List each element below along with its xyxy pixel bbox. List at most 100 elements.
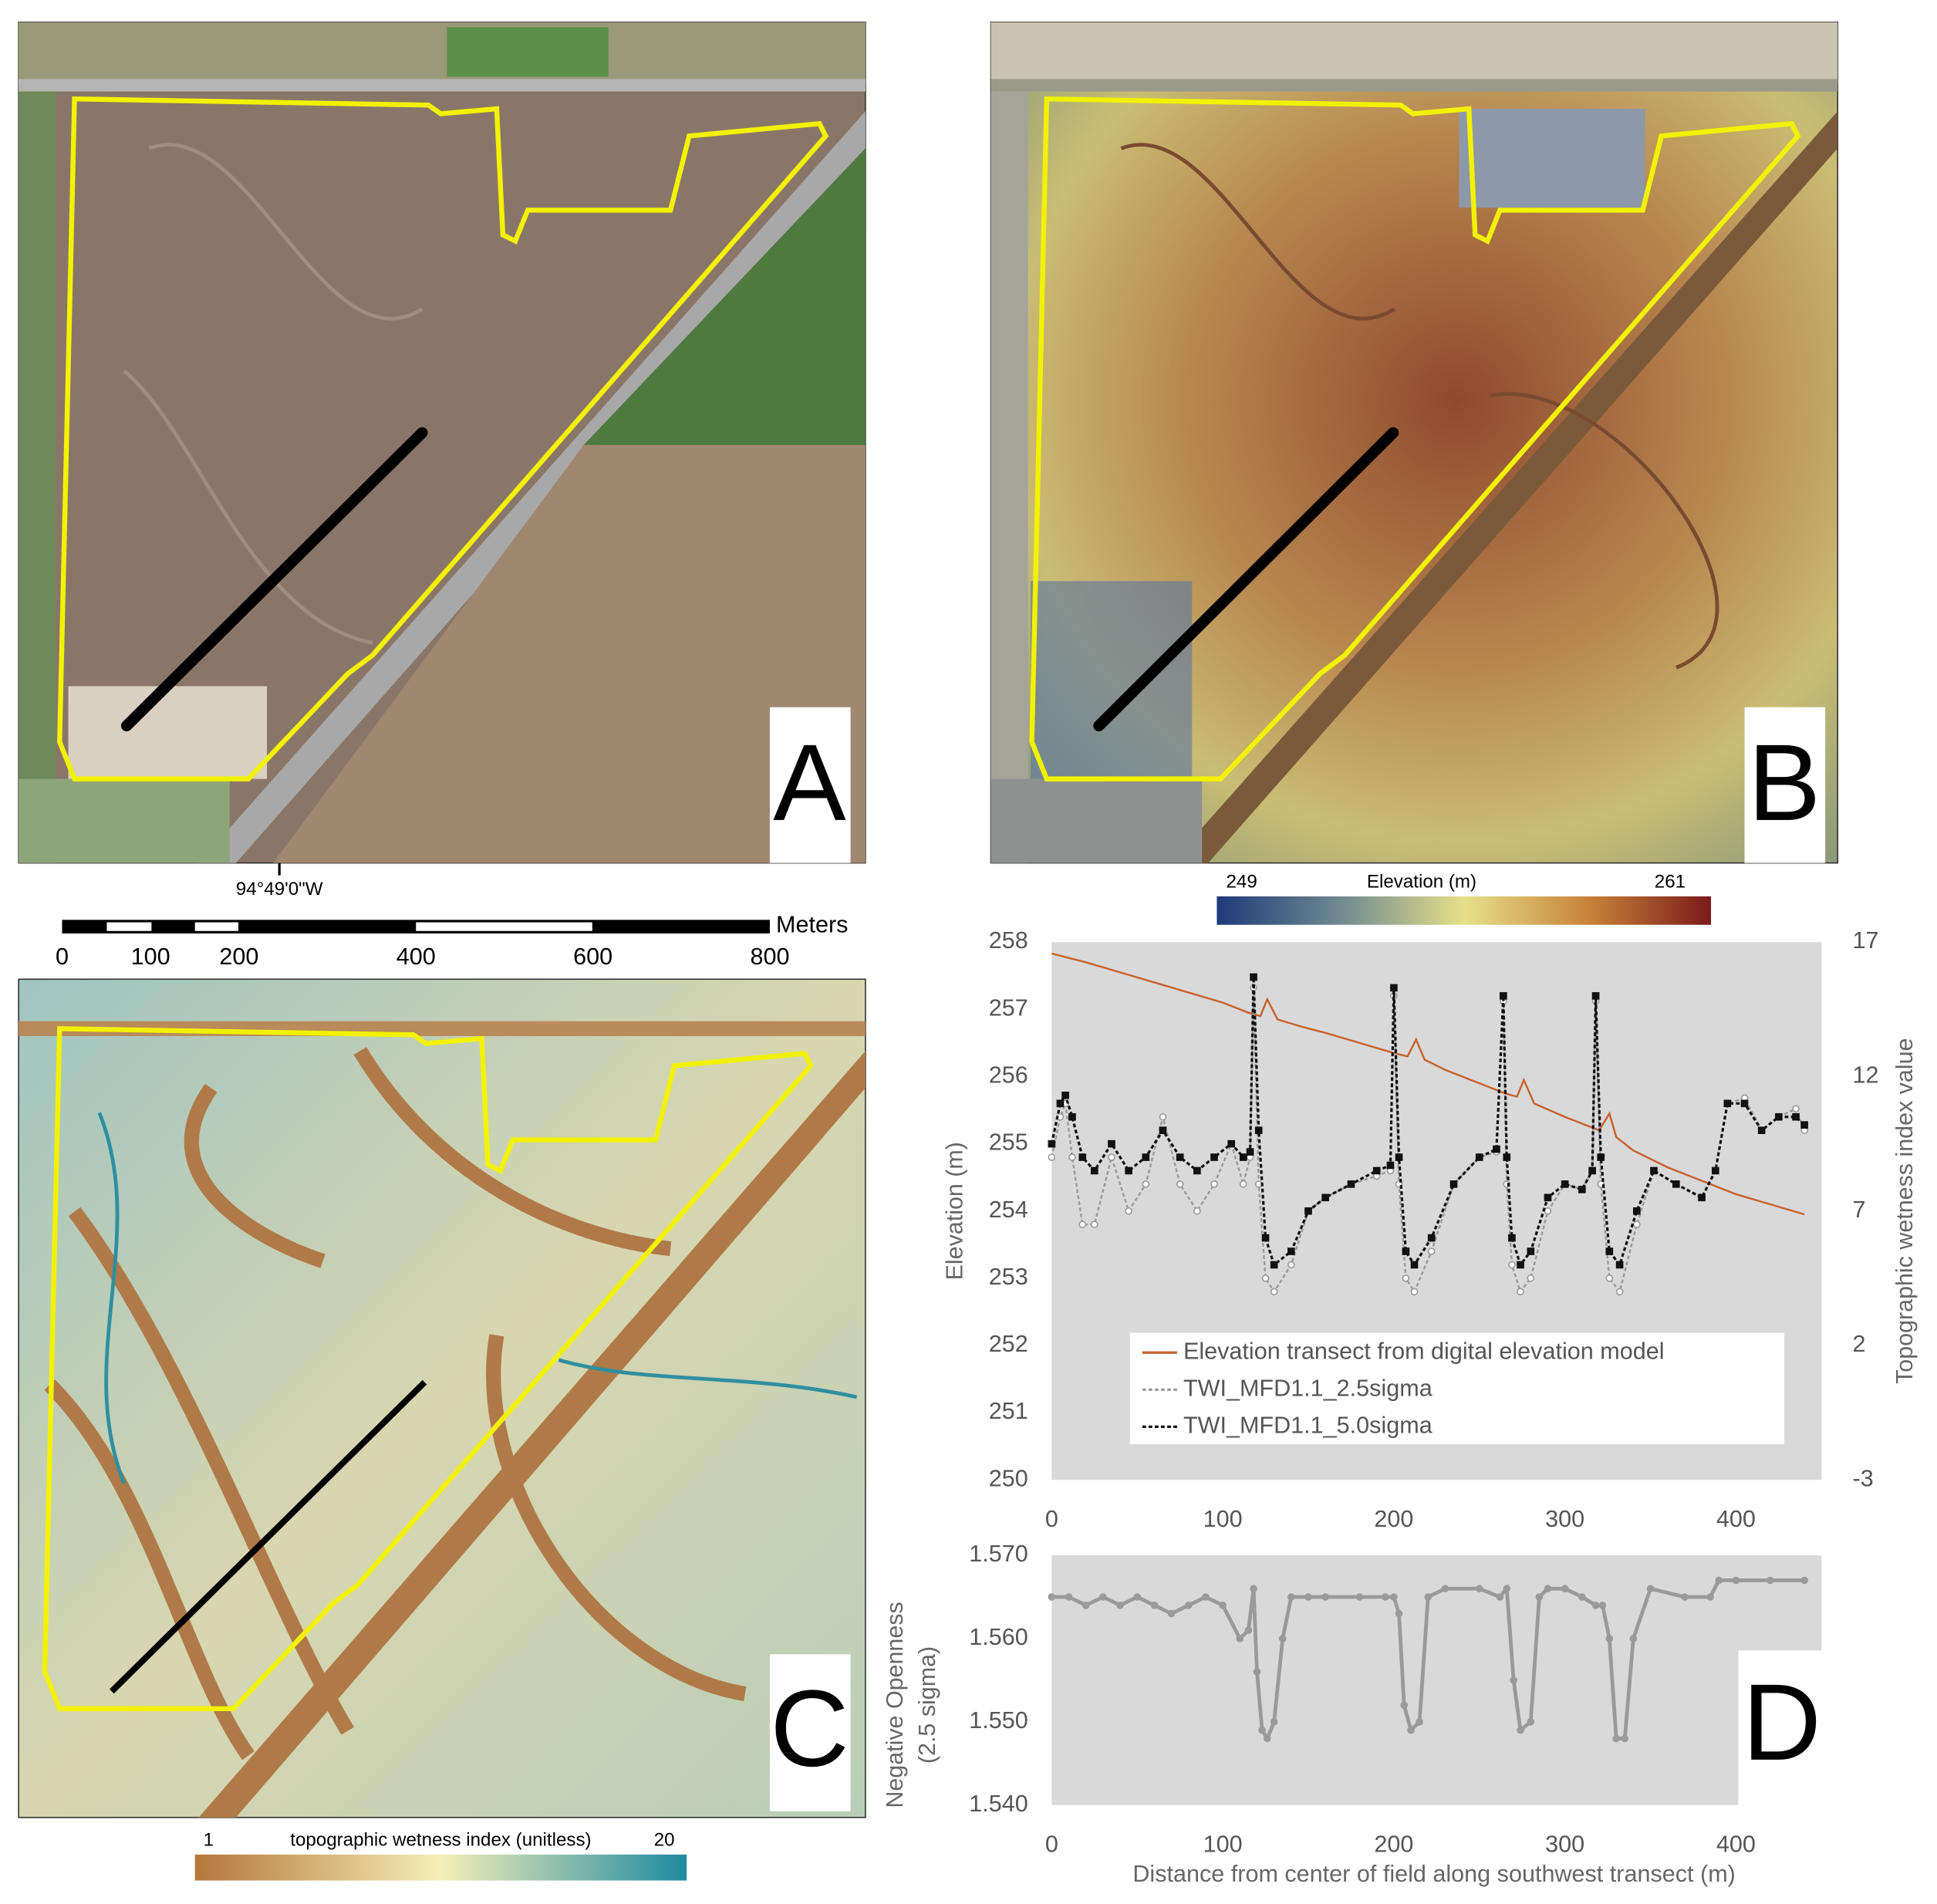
- y2-tick-label: -3: [1853, 1465, 1874, 1491]
- point-marker: [1621, 1734, 1629, 1743]
- colorbar: [1217, 896, 1712, 925]
- y-tick-label: 254: [989, 1197, 1028, 1223]
- point-marker: [1390, 1593, 1398, 1601]
- point-marker: [1090, 1220, 1098, 1228]
- point-marker: [1766, 1576, 1774, 1585]
- point-marker: [1517, 1261, 1524, 1269]
- point-marker: [1475, 1153, 1483, 1161]
- point-marker: [1427, 1234, 1436, 1242]
- point-marker: [1503, 1153, 1511, 1161]
- point-marker: [1757, 1126, 1766, 1134]
- point-marker: [1270, 1718, 1278, 1726]
- x-tick-label: 300: [1545, 1831, 1584, 1858]
- panel-label: C: [770, 1667, 849, 1789]
- x-tick-label: 0: [1045, 1831, 1058, 1858]
- point-marker: [1167, 1609, 1176, 1618]
- point-marker: [1410, 1261, 1419, 1269]
- x-tick-label: 200: [1374, 1506, 1413, 1532]
- point-marker: [1304, 1207, 1312, 1215]
- y-tick-label: 1.550: [969, 1707, 1028, 1734]
- point-marker: [1108, 1139, 1115, 1148]
- y2-tick-label: 7: [1853, 1197, 1866, 1223]
- point-marker: [1304, 1593, 1312, 1601]
- y-tick-label: 1.540: [969, 1791, 1028, 1817]
- point-marker: [1219, 1602, 1227, 1609]
- point-marker: [1475, 1585, 1483, 1593]
- point-marker: [1372, 1166, 1381, 1175]
- point-marker: [1650, 1166, 1658, 1175]
- point-marker: [1193, 1166, 1201, 1175]
- map-c: C: [18, 978, 866, 1818]
- point-marker: [1561, 1585, 1569, 1593]
- point-marker: [1591, 992, 1600, 1000]
- point-marker: [1202, 1593, 1210, 1601]
- point-marker: [1615, 1261, 1624, 1269]
- point-marker: [1244, 1626, 1253, 1634]
- point-marker: [1407, 1726, 1415, 1734]
- point-marker: [1078, 1153, 1087, 1161]
- point-marker: [1698, 1193, 1706, 1202]
- point-marker: [1672, 1180, 1680, 1188]
- y2-tick-label: 12: [1853, 1062, 1879, 1089]
- point-marker: [1068, 1153, 1076, 1161]
- point-marker: [1517, 1726, 1524, 1734]
- point-marker: [1395, 1153, 1403, 1161]
- point-marker: [1321, 1593, 1330, 1601]
- point-marker: [1048, 1139, 1056, 1148]
- y-axis-title: Elevation (m): [941, 1142, 967, 1280]
- point-marker: [1792, 1105, 1800, 1113]
- point-marker: [1612, 1734, 1621, 1743]
- point-marker: [1605, 1247, 1614, 1255]
- legend-label: Elevation transect from digital elevatio…: [1183, 1338, 1665, 1364]
- point-marker: [1410, 1288, 1419, 1296]
- point-marker: [1090, 1166, 1098, 1175]
- point-marker: [1068, 1112, 1076, 1121]
- point-marker: [1048, 1153, 1056, 1161]
- point-marker: [1615, 1288, 1624, 1296]
- scale-tick-label: 0: [56, 944, 69, 970]
- point-marker: [1427, 1247, 1436, 1255]
- y-tick-label: 255: [989, 1129, 1028, 1156]
- point-marker: [1254, 1180, 1263, 1188]
- point-marker: [1287, 1261, 1295, 1269]
- point-marker: [1239, 1153, 1247, 1161]
- y-tick-label: 1.560: [969, 1624, 1028, 1650]
- scale-tick-label: 400: [397, 944, 436, 970]
- y-tick-label: 251: [989, 1398, 1028, 1424]
- series-line: [1051, 952, 1805, 1216]
- y-tick-label: 252: [989, 1331, 1028, 1357]
- legend-label: TWI_MFD1.1_5.0sigma: [1183, 1413, 1433, 1439]
- y-tick-label: 258: [989, 927, 1028, 954]
- point-marker: [1210, 1153, 1218, 1161]
- point-marker: [1632, 1207, 1641, 1215]
- point-marker: [1395, 1609, 1403, 1618]
- point-marker: [1250, 1585, 1257, 1593]
- point-marker: [1078, 1220, 1087, 1228]
- point-marker: [1578, 1186, 1586, 1193]
- point-marker: [1711, 1166, 1719, 1175]
- point-marker: [1133, 1593, 1142, 1601]
- point-marker: [1210, 1180, 1218, 1188]
- legend-label: TWI_MFD1.1_2.5sigma: [1183, 1375, 1433, 1401]
- x-tick-label: 100: [1203, 1506, 1243, 1532]
- point-marker: [1184, 1602, 1193, 1609]
- point-marker: [1578, 1593, 1586, 1601]
- point-marker: [1723, 1099, 1732, 1108]
- point-marker: [1605, 1635, 1614, 1642]
- y-tick-label: 256: [989, 1062, 1028, 1089]
- point-marker: [1082, 1602, 1090, 1609]
- point-marker: [1597, 1153, 1605, 1161]
- colorbar-min: 1: [204, 1830, 214, 1851]
- y2-tick-label: 2: [1853, 1331, 1866, 1357]
- series-line: [1050, 977, 1806, 1268]
- point-marker: [1321, 1193, 1330, 1202]
- point-marker: [1099, 1593, 1107, 1601]
- point-marker: [1159, 1126, 1167, 1134]
- scale-tick-label: 800: [750, 944, 789, 970]
- colorbar-min: 249: [1226, 872, 1257, 893]
- point-marker: [1125, 1207, 1132, 1215]
- point-marker: [1527, 1274, 1535, 1282]
- x-tick-label: 0: [1045, 1506, 1058, 1532]
- point-marker: [1402, 1247, 1410, 1255]
- map-a: A: [18, 22, 866, 864]
